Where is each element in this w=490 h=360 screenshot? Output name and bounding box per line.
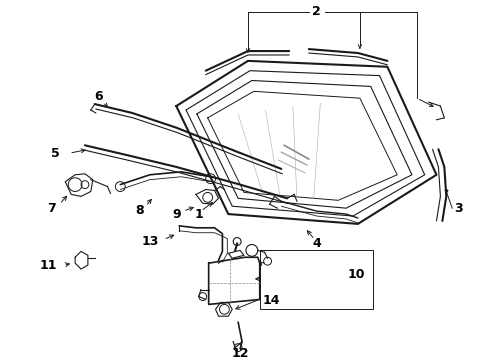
Text: 11: 11 bbox=[40, 258, 57, 272]
Text: 7: 7 bbox=[47, 202, 56, 215]
Text: 8: 8 bbox=[136, 204, 144, 217]
Text: 3: 3 bbox=[454, 202, 463, 215]
Text: 12: 12 bbox=[231, 347, 249, 360]
Text: 13: 13 bbox=[141, 235, 158, 248]
Text: 10: 10 bbox=[347, 269, 365, 282]
Text: 5: 5 bbox=[51, 147, 60, 160]
Text: 2: 2 bbox=[312, 5, 321, 18]
Text: 1: 1 bbox=[195, 208, 203, 221]
Bar bbox=[260, 251, 373, 309]
Text: 9: 9 bbox=[172, 208, 181, 221]
Text: 4: 4 bbox=[312, 237, 321, 250]
Text: 14: 14 bbox=[263, 294, 280, 307]
Text: 6: 6 bbox=[95, 90, 103, 103]
